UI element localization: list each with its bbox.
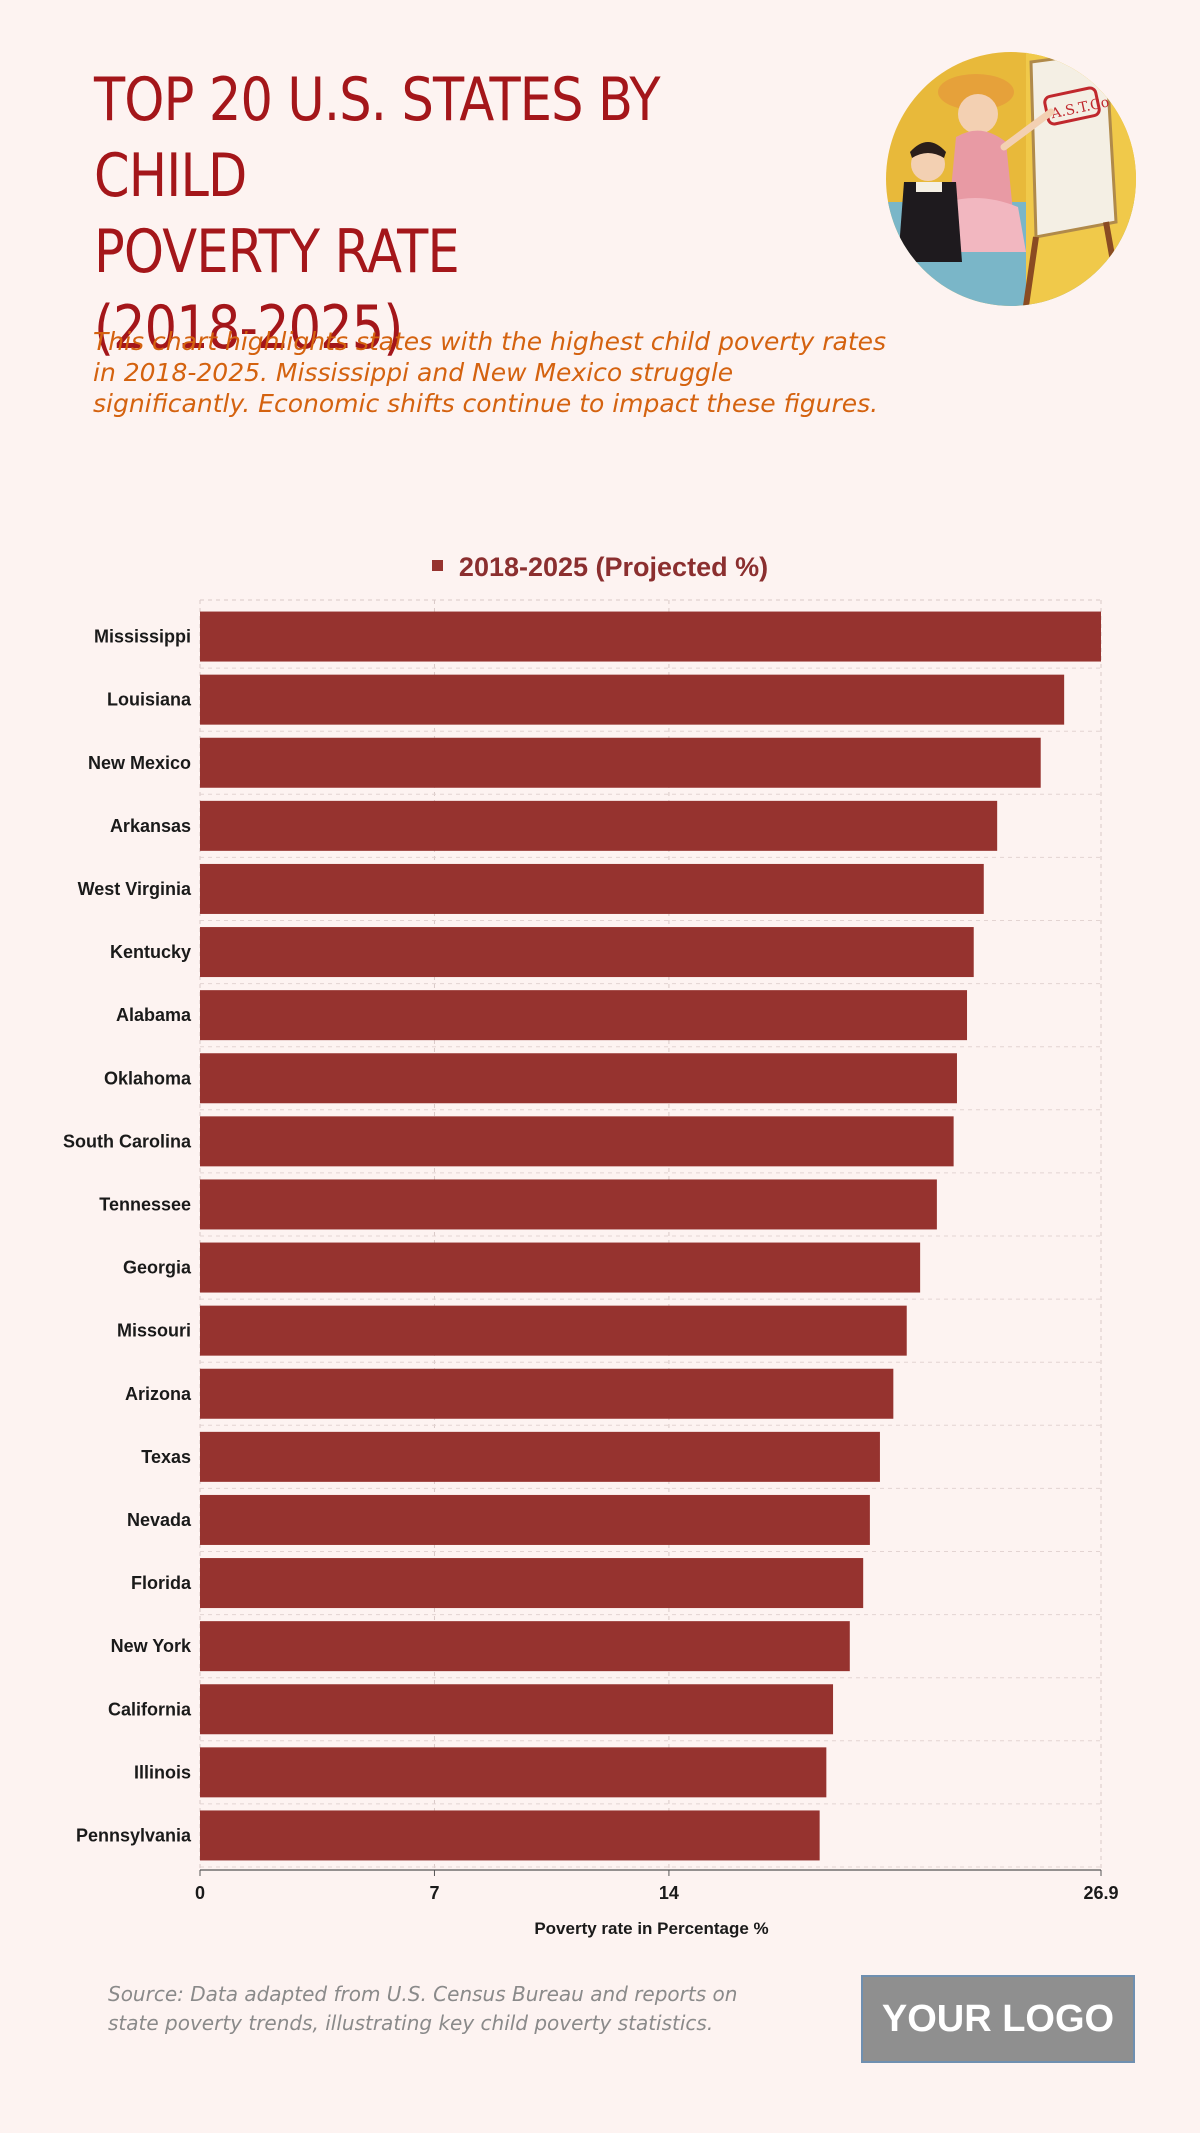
x-tick-label: 26.9 <box>1083 1883 1118 1903</box>
bar <box>200 1368 894 1419</box>
bar <box>200 990 968 1041</box>
category-label: West Virginia <box>78 879 192 899</box>
vintage-illustration-drawing: A.S.T.Co <box>886 52 1136 306</box>
category-label: Georgia <box>123 1258 192 1278</box>
bar <box>200 927 974 978</box>
bar <box>200 1558 864 1609</box>
legend-swatch <box>431 560 443 572</box>
bar-chart: Mississippi Louisiana New Mexico Arkansas We… <box>63 599 1119 1938</box>
bar <box>200 1684 834 1735</box>
category-label: Missouri <box>117 1321 191 1341</box>
category-label: Nevada <box>127 1510 192 1530</box>
category-label: Mississippi <box>94 627 191 647</box>
bar <box>200 863 984 914</box>
x-tick-label: 14 <box>659 1883 679 1903</box>
title-line: TOP 20 U.S. STATES BY CHILD <box>94 65 661 211</box>
legend-label: 2018-2025 (Projected %) <box>458 552 769 582</box>
bar <box>200 1242 921 1293</box>
chart-legend: 2018-2025 (Projected %) <box>0 552 1200 583</box>
bar <box>200 1116 954 1167</box>
bar <box>200 1053 957 1104</box>
category-label: Louisiana <box>107 690 192 710</box>
chart-description: This chart highlights states with the hi… <box>93 326 893 419</box>
category-label: Kentucky <box>110 942 191 962</box>
category-label: Illinois <box>134 1762 191 1782</box>
page-title: TOP 20 U.S. STATES BY CHILD POVERTY RATE… <box>94 62 740 366</box>
category-label: Texas <box>141 1447 191 1467</box>
category-label: Pennsylvania <box>76 1825 192 1845</box>
bar <box>200 611 1101 662</box>
category-label: California <box>108 1699 192 1719</box>
subtitle-line: This chart highlights states with the hi… <box>93 327 887 356</box>
bar <box>200 1179 937 1230</box>
bar <box>200 674 1065 725</box>
category-label: South Carolina <box>63 1131 192 1151</box>
source-note: Source: Data adapted from U.S. Census Bu… <box>108 1980 788 2038</box>
bar <box>200 1621 850 1672</box>
category-label: Florida <box>131 1573 192 1593</box>
bar <box>200 737 1041 788</box>
bar <box>200 1494 870 1545</box>
title-line: POVERTY RATE <box>94 217 460 287</box>
subtitle-line: significantly. Economic shifts continue … <box>93 389 879 418</box>
bar <box>200 1747 827 1798</box>
category-label: Arkansas <box>110 816 191 836</box>
bar <box>200 1810 820 1861</box>
logo-text: YOUR LOGO <box>881 1997 1115 2040</box>
subtitle-line: in 2018-2025. Mississippi and New Mexico… <box>93 358 734 387</box>
category-label: New York <box>111 1636 192 1656</box>
category-label: Alabama <box>116 1005 192 1025</box>
bar <box>200 1431 880 1482</box>
category-label: Oklahoma <box>104 1068 192 1088</box>
bar <box>200 800 998 851</box>
title-line: (2018-2025) <box>94 293 403 363</box>
bar <box>200 1305 907 1356</box>
category-label: New Mexico <box>88 753 191 773</box>
vintage-illustration-image: A.S.T.Co <box>886 52 1136 306</box>
source-line: Source: Data adapted from U.S. Census Bu… <box>108 1982 738 2006</box>
source-line: state poverty trends, illustrating key c… <box>108 2011 714 2035</box>
category-label: Tennessee <box>99 1194 191 1214</box>
x-tick-label: 0 <box>195 1883 205 1903</box>
category-label: Arizona <box>125 1384 192 1404</box>
x-axis-title: Poverty rate in Percentage % <box>534 1919 768 1938</box>
x-tick-label: 7 <box>429 1883 439 1903</box>
logo-placeholder: YOUR LOGO <box>861 1975 1135 2063</box>
